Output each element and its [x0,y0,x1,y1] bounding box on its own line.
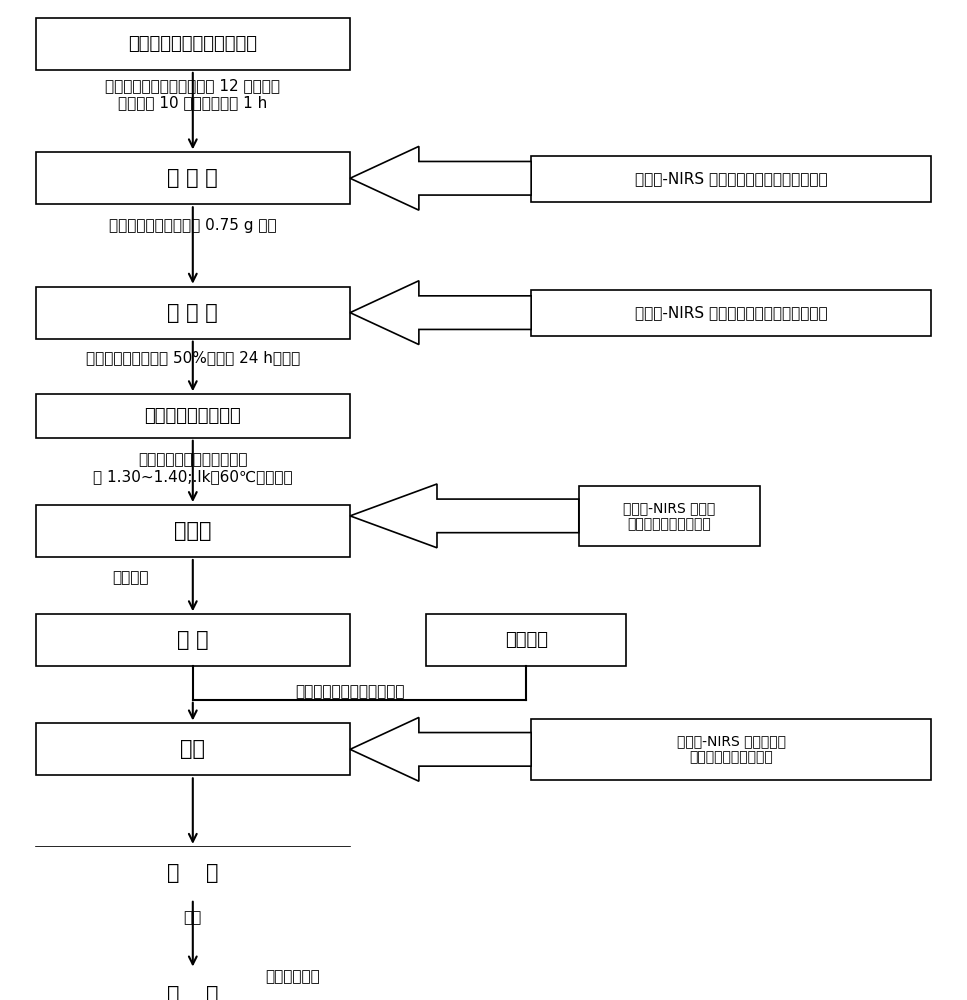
Text: 柚皮苷-NIRS 模型对回收
乙醇过程进行在线监测: 柚皮苷-NIRS 模型对回收 乙醇过程进行在线监测 [677,734,786,764]
Bar [36,152,350,204]
Text: 柚皮苷-NIRS 模型对提取过程进行在线监测: 柚皮苷-NIRS 模型对提取过程进行在线监测 [635,171,828,186]
Text: 柚皮苷-NIRS 模型对
浓缩过程进行在线监测: 柚皮苷-NIRS 模型对 浓缩过程进行在线监测 [624,501,716,531]
Polygon shape [350,484,579,548]
Polygon shape [350,281,531,345]
Text: 柚皮苷-NIRS 模型对浓缩过程进行在线监测: 柚皮苷-NIRS 模型对浓缩过程进行在线监测 [635,306,828,321]
Bar [531,156,931,202]
Text: 加乙醇至含醇量达到 50%，静置 24 h，滤过: 加乙醇至含醇量达到 50%，静置 24 h，滤过 [86,350,300,365]
Bar [426,614,627,666]
Text: 成    品: 成 品 [167,985,219,1000]
Text: 乙醇回收液（滤液）: 乙醇回收液（滤液） [144,407,241,425]
Text: 胶    囊: 胶 囊 [167,863,219,883]
Bar [36,614,350,666]
Text: 清　膏: 清 膏 [174,521,212,541]
Bar [579,486,760,546]
Text: 酒制蜂胶: 酒制蜂胶 [505,631,548,649]
Bar [36,505,350,557]
Text: 浓缩至每毫升药液约含 0.75 g 生药: 浓缩至每毫升药液约含 0.75 g 生药 [109,218,277,233]
Text: 质检、分包装: 质检、分包装 [266,969,320,984]
Bar [36,18,350,70]
Text: 粉磎，过筛，加入药用淠粉: 粉磎，过筛，加入药用淠粉 [295,684,405,699]
Text: 提 取 液: 提 取 液 [167,168,219,188]
Bar [36,394,350,438]
Text: 浓 缩 液: 浓 缩 液 [167,303,219,323]
Polygon shape [350,717,531,781]
Text: 真空干燥: 真空干燥 [112,571,149,586]
Bar [531,290,931,336]
Bar [36,287,350,339]
Text: 水煎煮提取二次，第一次加 12 倍量水，
第二次加 10 倍量水，每次 1 h: 水煎煮提取二次，第一次加 12 倍量水， 第二次加 10 倍量水，每次 1 h [105,78,280,110]
Polygon shape [350,146,531,210]
Text: 填充: 填充 [184,911,202,926]
Bar [36,969,350,1000]
Bar [36,847,350,899]
Text: 混料: 混料 [180,739,205,759]
Bar [531,719,931,780]
Bar [36,723,350,775]
Text: 化橘红、銀杏叶、绞股蓝、: 化橘红、銀杏叶、绞股蓝、 [129,35,257,53]
Text: 回收乙醇，浓缩至相对密度
为 1.30~1.40;.lk（60℃）的稠膏: 回收乙醇，浓缩至相对密度 为 1.30~1.40;.lk（60℃）的稠膏 [93,452,293,484]
Text: 干 膏: 干 膏 [177,630,209,650]
